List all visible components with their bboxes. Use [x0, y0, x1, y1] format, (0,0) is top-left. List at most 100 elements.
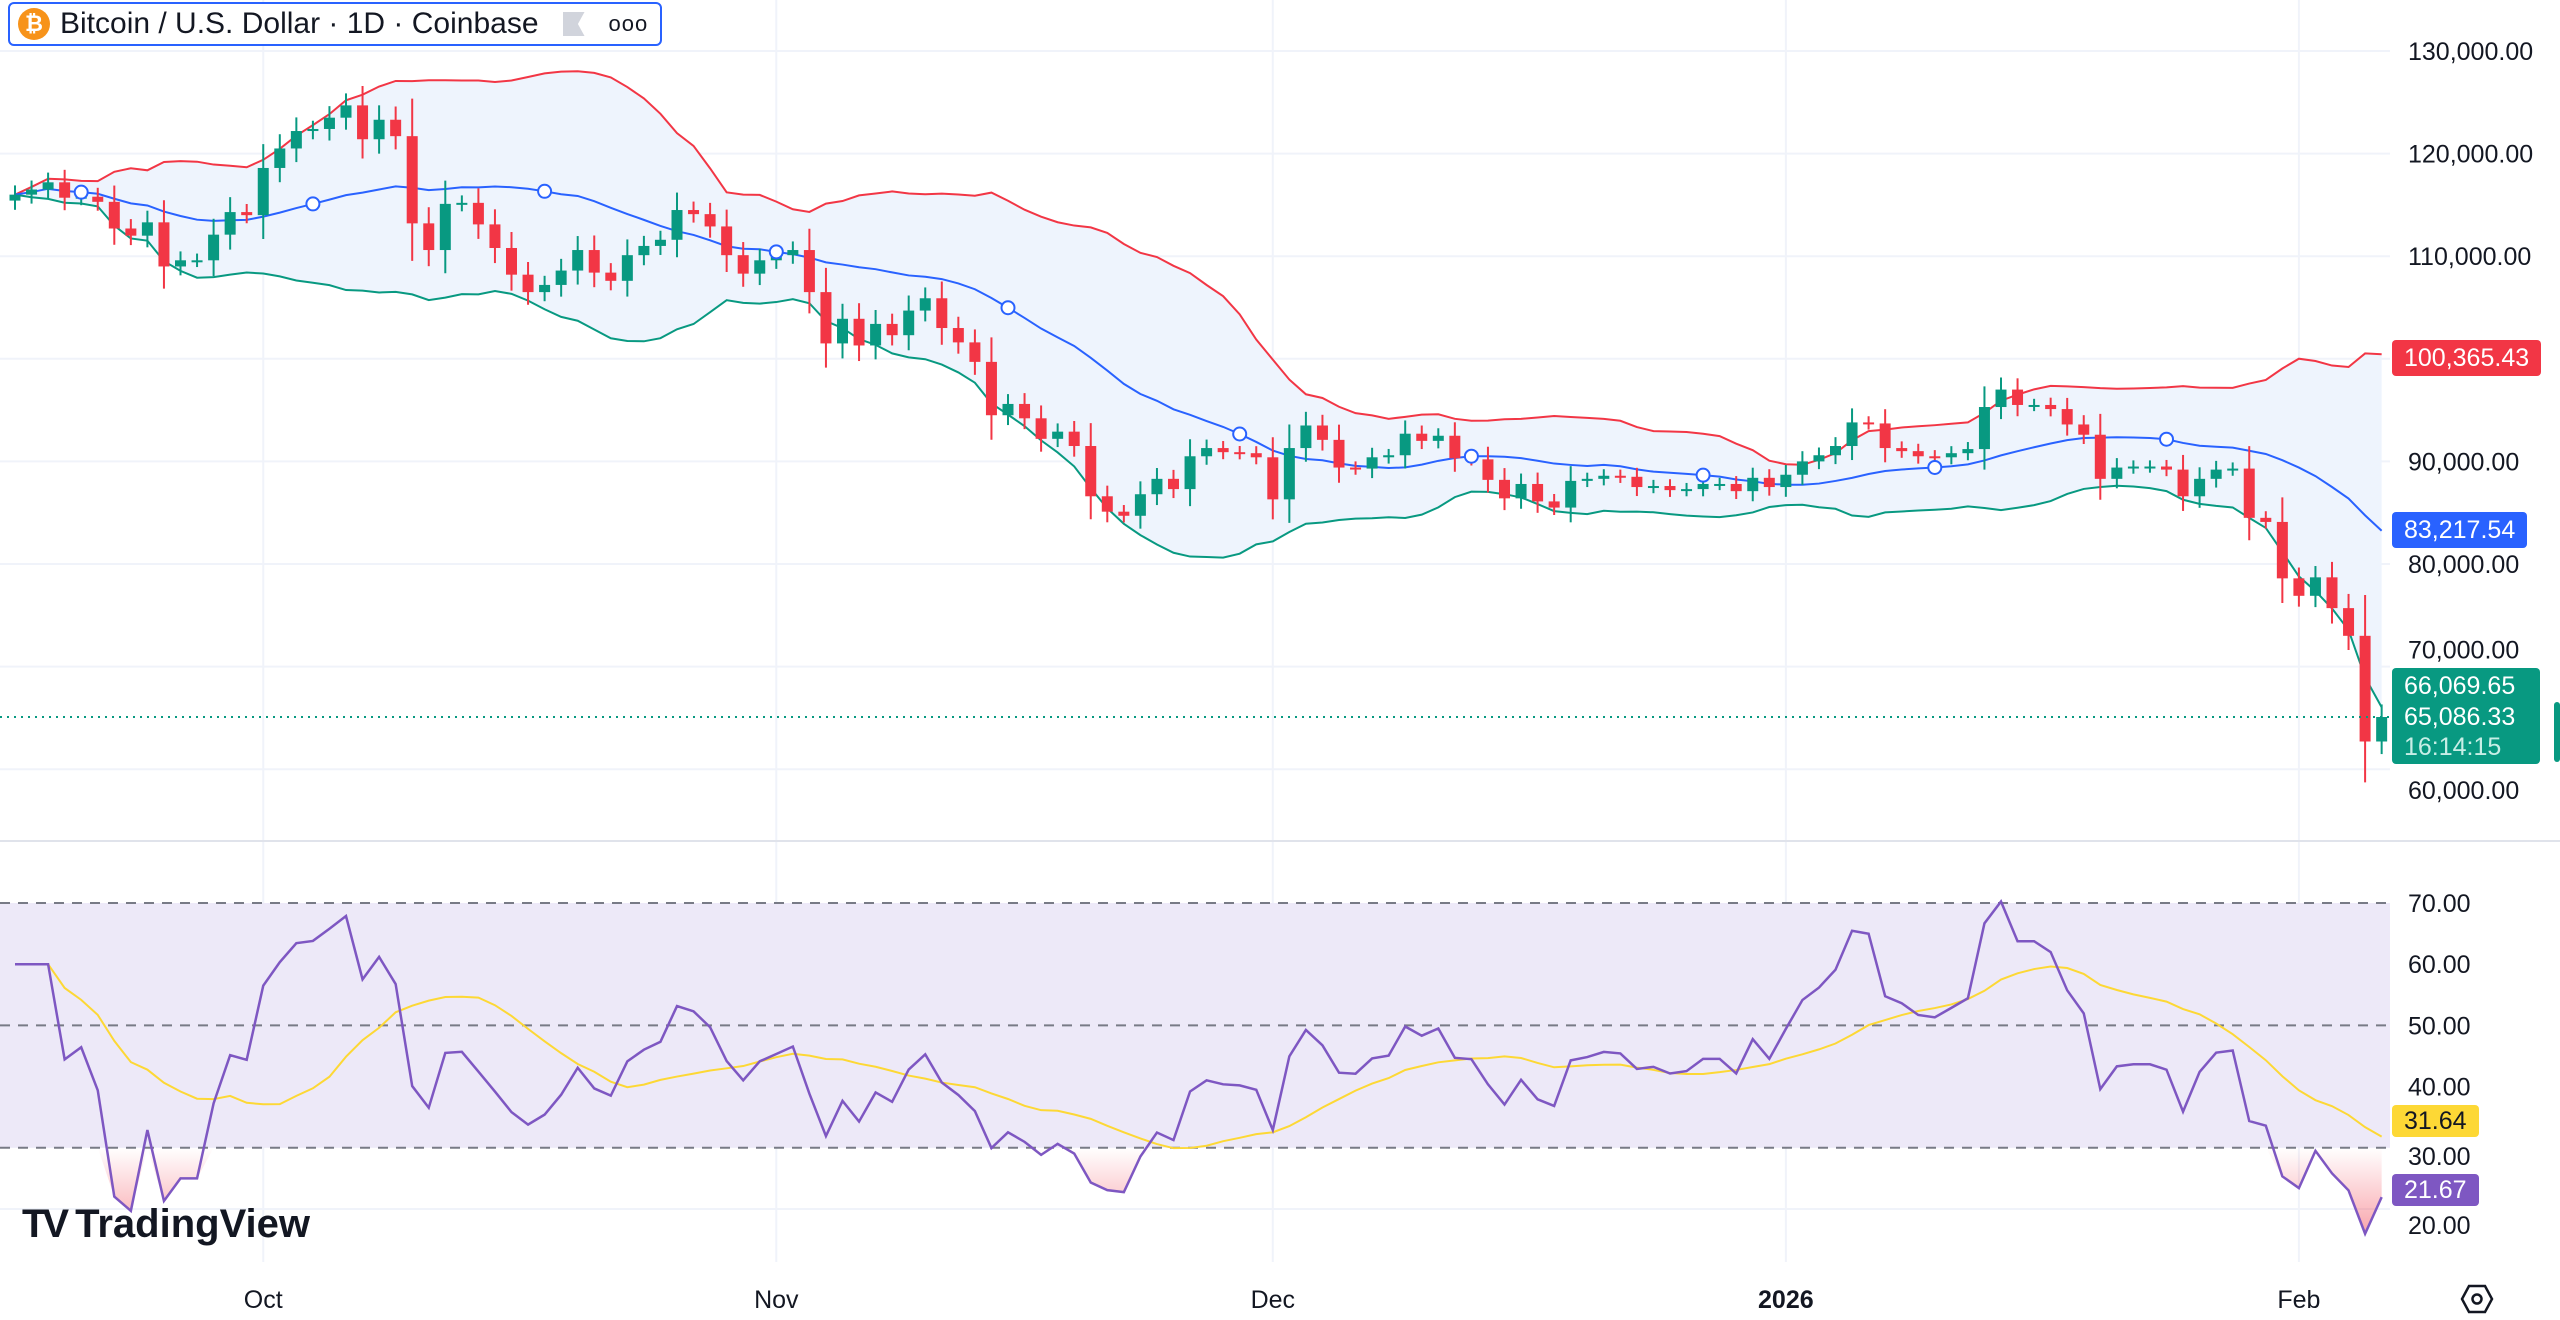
rsi-ma-line: [15, 963, 2383, 1150]
candle: [952, 316, 964, 354]
candle-body: [621, 255, 633, 281]
candle-body: [506, 247, 517, 275]
candle-body: [1052, 431, 1064, 439]
candle: [1515, 473, 1527, 509]
candle: [1350, 461, 1362, 475]
candle: [158, 200, 170, 289]
bb-upper-price-label: 100,365.43: [2392, 340, 2542, 376]
candle: [1846, 408, 1858, 461]
candle: [1962, 442, 1974, 461]
candle: [1532, 472, 1544, 513]
candle-body: [26, 189, 38, 195]
candle-body: [1168, 478, 1179, 490]
candle: [1035, 405, 1047, 452]
candle: [2326, 561, 2338, 624]
candle-body: [1730, 483, 1742, 492]
candle-body: [1300, 425, 1312, 449]
tradingview-logo[interactable]: TV TradingView: [22, 1202, 310, 1247]
more-options-icon[interactable]: ooo: [608, 11, 649, 36]
candle-body: [1316, 425, 1328, 440]
candle: [290, 117, 302, 163]
candle: [2359, 594, 2371, 783]
bar-countdown: 16:14:15: [2404, 733, 2502, 761]
candle-body: [1350, 467, 1362, 470]
rsi-axis-label: 50.00: [2408, 1012, 2471, 1040]
candle: [1383, 448, 1395, 464]
event-marker: [1695, 467, 1711, 483]
candle: [1813, 447, 1825, 470]
candle-body: [1945, 453, 1957, 458]
candle-body: [2194, 478, 2206, 497]
candle: [870, 310, 882, 360]
bb-basis-price-label: 83,217.54: [2392, 512, 2528, 548]
candle: [390, 106, 402, 150]
candle-body: [588, 250, 600, 273]
candle-body: [1002, 403, 1014, 416]
candle-body: [1068, 431, 1080, 447]
price-scale-handle[interactable]: [2554, 702, 2560, 762]
price-axis-label: 120,000.00: [2408, 141, 2533, 169]
candle-body: [1647, 486, 1659, 489]
candle-body: [2359, 635, 2371, 742]
candle: [1482, 446, 1494, 493]
candle: [1168, 469, 1179, 499]
candle-body: [191, 260, 203, 263]
candle-body: [555, 270, 567, 285]
candle: [191, 253, 203, 268]
candle: [1912, 443, 1924, 464]
candle: [853, 303, 865, 362]
candle: [572, 236, 584, 285]
candle-body: [406, 136, 418, 224]
candle-body: [671, 210, 683, 240]
candle: [208, 218, 220, 277]
candle-body: [1978, 407, 1990, 450]
candle-body: [2177, 469, 2189, 497]
candle-body: [373, 119, 385, 140]
candle: [1002, 394, 1014, 426]
candle-body: [754, 260, 766, 274]
candle: [1664, 479, 1676, 497]
candle: [1548, 493, 1560, 515]
candle-body: [489, 224, 501, 248]
rsi-axis-label: 20.00: [2408, 1212, 2471, 1240]
candle: [2028, 398, 2040, 412]
candle-body: [141, 222, 153, 236]
candle: [704, 202, 716, 238]
candle-body: [2210, 469, 2222, 479]
candle-body: [1614, 475, 1626, 478]
candle-body: [1499, 479, 1510, 499]
candle: [175, 251, 186, 276]
candle-body: [2111, 467, 2123, 479]
candle-body: [2127, 466, 2139, 469]
candle: [1978, 386, 1990, 470]
candle-body: [2094, 434, 2106, 479]
candle-body: [1201, 448, 1213, 457]
last-price-box: 66,069.65 65,086.33 16:14:15: [2392, 668, 2540, 764]
candle: [1151, 468, 1163, 506]
candle: [2045, 397, 2057, 417]
candle-body: [1250, 453, 1262, 458]
candle-body: [1019, 403, 1031, 419]
candle-body: [704, 214, 716, 227]
flag-icon[interactable]: [562, 12, 585, 36]
candle: [621, 239, 633, 297]
settings-icon[interactable]: [2460, 1282, 2494, 1316]
candle: [903, 295, 915, 351]
symbol-legend[interactable]: ₿ Bitcoin / U.S. Dollar · 1D · Coinbase …: [8, 2, 663, 46]
candle-body: [1383, 455, 1395, 458]
candle-body: [803, 250, 815, 293]
candle-body: [42, 182, 54, 190]
candle-body: [1962, 449, 1974, 454]
candle-body: [1995, 389, 2007, 408]
candle: [1085, 423, 1097, 520]
candle: [638, 235, 650, 266]
tradingview-logo-icon: TV: [22, 1202, 69, 1246]
candle-body: [2326, 577, 2338, 609]
candle: [92, 187, 104, 211]
candle-body: [2243, 468, 2255, 518]
candle: [1863, 416, 1875, 430]
candle-body: [1085, 446, 1097, 497]
candle: [1614, 469, 1626, 483]
time-axis-label: Oct: [244, 1286, 283, 1314]
